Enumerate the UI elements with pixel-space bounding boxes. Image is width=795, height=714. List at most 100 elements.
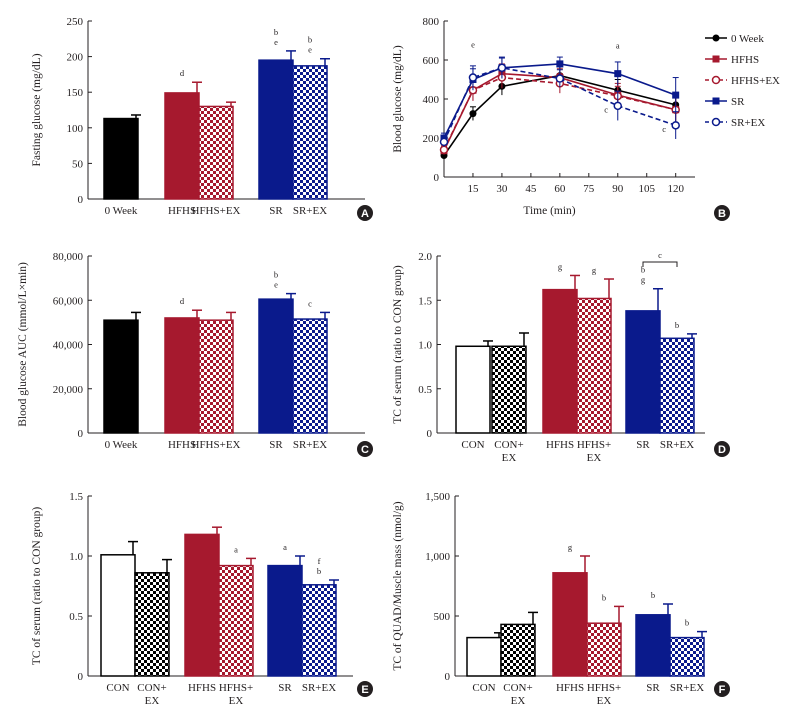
- bar: [100, 554, 136, 677]
- y-axis-label: TC of serum (ratio to CON group): [392, 265, 404, 424]
- x-tick-label: HFHS+: [577, 439, 611, 451]
- significance-letter: c: [662, 124, 666, 134]
- y-tick-label: 80,000: [53, 251, 84, 263]
- x-tick-label-line2: EX: [145, 695, 160, 707]
- bar: [669, 636, 705, 677]
- bar: [586, 622, 622, 677]
- y-tick-label: 0.5: [418, 384, 432, 396]
- y-tick-label: 200: [67, 52, 84, 64]
- y-tick-label: 1,500: [425, 491, 450, 503]
- y-tick-label: 0: [427, 428, 433, 440]
- x-tick-label: 30: [496, 183, 508, 195]
- x-tick-label: CON+: [503, 682, 532, 694]
- significance-letter: a: [616, 40, 620, 50]
- x-tick-label-line2: EX: [502, 452, 517, 464]
- x-tick-label: 75: [583, 183, 595, 195]
- bar: [292, 318, 328, 434]
- panel-badge-letter: D: [718, 444, 726, 456]
- bar: [103, 319, 139, 434]
- bar: [134, 572, 170, 677]
- x-tick-label: SR+EX: [670, 682, 704, 694]
- data-point: [439, 145, 449, 154]
- data-point: [614, 70, 622, 78]
- y-axis-label: Blood glucose (mg/dL): [392, 45, 404, 152]
- significance-letter: e: [308, 45, 312, 55]
- panel-b: 0 200 400 600 800 Blood glucose (mg/dL) 15 30 45…: [392, 16, 780, 221]
- bar: [455, 345, 491, 434]
- y-tick-label: 0: [78, 194, 84, 206]
- significance-letter: b: [317, 566, 321, 576]
- significance-letter: g: [558, 261, 563, 271]
- significance-letter: g: [568, 542, 573, 552]
- data-point: [556, 60, 564, 68]
- y-axis-label: TC of serum (ratio to CON group): [31, 507, 43, 666]
- y-tick-label: 0: [78, 671, 84, 683]
- x-tick-label: SR: [269, 205, 283, 217]
- y-tick-label: 800: [423, 16, 440, 28]
- significance-letter: b: [651, 590, 655, 600]
- y-tick-label: 150: [67, 87, 84, 99]
- series-line: [443, 76, 676, 151]
- significance-letter: a: [234, 544, 238, 554]
- y-tick-label: 2.0: [418, 251, 432, 263]
- x-tick-label: SR+EX: [660, 439, 694, 451]
- bar: [218, 564, 254, 677]
- y-tick-label: 600: [423, 55, 440, 67]
- significance-letter: e: [471, 39, 475, 49]
- y-tick-label: 250: [67, 16, 84, 28]
- x-tick-label: HFHS: [546, 439, 574, 451]
- x-tick-label: CON: [461, 439, 484, 451]
- x-tick-label: SR: [269, 439, 283, 451]
- x-tick-label: SR: [646, 682, 660, 694]
- x-tick-label: 60: [554, 183, 566, 195]
- significance-letter: b: [685, 618, 689, 628]
- significance-letter: b: [274, 27, 278, 37]
- y-tick-label: 500: [434, 611, 451, 623]
- y-axis-label: TC of QUAD/Muscle mass (nmol/g): [392, 501, 404, 670]
- y-tick-label: 400: [423, 94, 440, 106]
- significance-letter: a: [283, 542, 287, 552]
- panel-badge: [714, 205, 730, 221]
- bar: [198, 105, 234, 200]
- significance-letter: b: [274, 270, 278, 280]
- significance-letter: g: [641, 275, 646, 285]
- bar: [164, 92, 200, 200]
- x-tick-label: CON+: [137, 682, 166, 694]
- panel-badge: [714, 441, 730, 457]
- x-tick-label: CON: [106, 682, 129, 694]
- bar: [301, 584, 337, 677]
- y-axis-label: Fasting glucose (mg/dL): [31, 53, 43, 166]
- x-axis-label: Time (min): [523, 205, 575, 217]
- panel-e: 0 0.5 1.0 1.5 TC of serum (ratio to CON grou…: [31, 491, 373, 707]
- bar: [103, 117, 139, 200]
- legend-marker: [712, 97, 720, 105]
- significance-letter: e: [274, 280, 278, 290]
- bar: [184, 533, 220, 677]
- legend-marker: [711, 117, 721, 127]
- x-tick-label: HFHS+EX: [192, 439, 241, 451]
- x-tick-label: 0 Week: [105, 205, 138, 217]
- bar: [258, 59, 294, 200]
- significance-letter: c: [308, 298, 312, 308]
- significance-letter: f: [318, 556, 321, 566]
- x-tick-label-line2: EX: [511, 695, 526, 707]
- panel-badge: [357, 205, 373, 221]
- panel-badge: [357, 441, 373, 457]
- y-tick-label: 60,000: [53, 295, 84, 307]
- panel-f: 0 500 1,000 1,500 TC of QUAD/Muscle mass (nm…: [392, 491, 730, 707]
- y-tick-label: 0.5: [69, 611, 83, 623]
- panel-badge-letter: F: [719, 684, 726, 696]
- legend-label: HFHS+EX: [731, 75, 780, 87]
- x-tick-label: 120: [667, 183, 684, 195]
- bar: [267, 564, 303, 677]
- significance-letter: d: [180, 296, 185, 306]
- x-tick-label: HFHS: [188, 682, 216, 694]
- panel-badge-letter: E: [361, 684, 368, 696]
- bar: [576, 297, 612, 434]
- y-tick-label: 0: [434, 172, 440, 184]
- x-tick-label: SR+EX: [302, 682, 336, 694]
- legend-label: SR+EX: [731, 117, 765, 129]
- y-tick-label: 1.5: [418, 295, 432, 307]
- data-point: [468, 73, 478, 82]
